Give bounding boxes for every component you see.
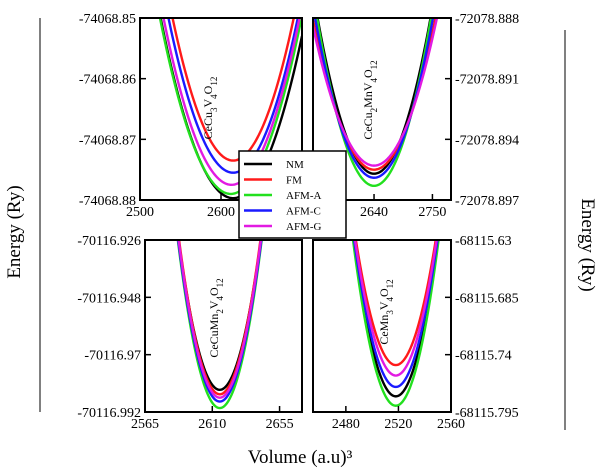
panel-frame bbox=[312, 17, 452, 201]
legend-label-afm-g: AFM-G bbox=[286, 221, 322, 233]
panels: -74068.85 -74068.86 -74068.87 -74068.882500… bbox=[77, 12, 519, 432]
series-group bbox=[158, 18, 302, 200]
legend-frame bbox=[238, 150, 347, 239]
series-line-fm bbox=[171, 18, 295, 162]
legend-label-fm: FM bbox=[286, 175, 302, 187]
y-tick-label: -72078.897 bbox=[455, 194, 519, 209]
series-line-afm-c bbox=[167, 18, 300, 174]
x-tick-label: 2640 bbox=[360, 205, 388, 220]
panel-frame bbox=[312, 239, 452, 413]
x-tick-label: 2520 bbox=[384, 417, 412, 432]
y-tick-label: -74068.87 bbox=[79, 133, 136, 148]
y-tick-label: -70116.926 bbox=[77, 234, 141, 249]
y-tick-label: -68115.685 bbox=[455, 291, 519, 306]
compound-label: CeCu2MnV4O12 bbox=[361, 60, 379, 139]
compound-label: CeCuMn2V4O12 bbox=[207, 278, 225, 357]
x-tick-label: 2565 bbox=[131, 417, 159, 432]
y-tick-label: -74068.86 bbox=[79, 73, 136, 88]
series-line-afm-g bbox=[353, 240, 438, 377]
x-tick-label: 2655 bbox=[266, 417, 294, 432]
panel-top-right: -72078.888 -72078.891 -72078.894 -72078.897… bbox=[312, 12, 519, 220]
y-axis-title-right: Energy (Ry) bbox=[577, 198, 597, 291]
series-group bbox=[313, 18, 439, 188]
series-line-afm-g bbox=[162, 18, 301, 187]
legend: NM FM AFM-A AFM-C AFM-G bbox=[238, 150, 347, 239]
panel-bottom-left: -70116.926-70116.948-70116.97-70116.9922… bbox=[77, 234, 303, 432]
series-line-nm bbox=[177, 240, 263, 392]
compound-label: CeMn3V4O12 bbox=[377, 279, 395, 344]
series-line-afm-a bbox=[158, 18, 302, 196]
series-line-afm-a bbox=[351, 240, 440, 407]
legend-label-nm: NM bbox=[286, 159, 304, 171]
compound-label: CeCu3V4O12 bbox=[201, 77, 219, 140]
series-line-afm-g bbox=[313, 18, 439, 167]
x-tick-label: 2600 bbox=[207, 205, 235, 220]
panel-top-left: -74068.85 -74068.86 -74068.87 -74068.882500… bbox=[79, 12, 303, 220]
x-tick-label: 2750 bbox=[418, 205, 446, 220]
series-line-fm bbox=[354, 240, 437, 367]
y-tick-label: -74068.88 bbox=[79, 194, 136, 209]
x-axis-title: Volume (a.u)³ bbox=[248, 447, 353, 468]
y-tick-label: -70116.948 bbox=[77, 291, 141, 306]
x-tick-label: 2560 bbox=[437, 417, 465, 432]
panel-bottom-right: -68115.63 -68115.685 -68115.74 -68115.795 24… bbox=[312, 234, 519, 432]
legend-label-afm-a: AFM-A bbox=[286, 190, 322, 202]
y-tick-label: -70116.992 bbox=[77, 406, 141, 421]
series-line-afm-c bbox=[176, 240, 263, 403]
series-group bbox=[351, 240, 440, 407]
series-line-fm bbox=[177, 240, 262, 396]
series-group bbox=[176, 240, 263, 410]
y-axis-title-left: Energy (Ry) bbox=[4, 185, 25, 278]
panel-frame bbox=[144, 239, 303, 413]
y-tick-label: -68115.74 bbox=[455, 349, 512, 364]
series-line-afm-c bbox=[352, 240, 439, 389]
legend-label-afm-c: AFM-C bbox=[286, 206, 321, 218]
y-tick-label: -74068.85 bbox=[79, 12, 136, 27]
series-line-afm-g bbox=[177, 240, 263, 399]
y-tick-label: -68115.63 bbox=[455, 234, 512, 249]
y-tick-label: -72078.888 bbox=[455, 12, 519, 27]
y-tick-label: -70116.97 bbox=[84, 349, 141, 364]
x-tick-label: 2500 bbox=[126, 205, 154, 220]
x-tick-label: 2610 bbox=[198, 417, 226, 432]
series-line-afm-a bbox=[176, 240, 263, 410]
y-tick-label: -72078.891 bbox=[455, 73, 519, 88]
y-tick-label: -68115.795 bbox=[455, 406, 519, 421]
y-tick-label: -72078.894 bbox=[455, 133, 519, 148]
x-tick-label: 2480 bbox=[332, 417, 360, 432]
